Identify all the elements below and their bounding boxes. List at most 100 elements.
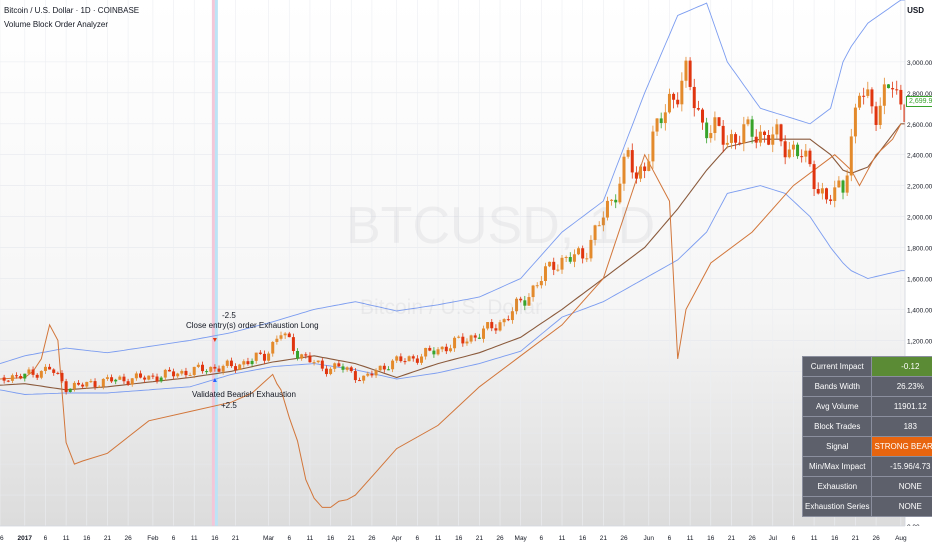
candle-body [188,375,192,377]
stats-value: 11901.12 [871,396,932,417]
candle-body [519,298,523,301]
candle-body [64,381,68,393]
candle-body [258,352,262,354]
candle-body [457,336,461,338]
candle-body [97,386,101,388]
candle-body [254,352,258,361]
candle-body [882,84,886,106]
price-tick-label: 1,800.00 [907,246,932,253]
symbol-title: Bitcoin / U.S. Dollar · 1D · COINBASE [4,6,140,15]
candle-body [250,360,254,365]
candle-body [105,377,109,379]
candle-body [775,124,779,135]
price-tick-label: 1,200.00 [907,338,932,345]
stats-key: Bands Width [801,376,873,397]
candle-body [498,322,502,331]
candle-body [618,183,622,203]
candle-body [779,124,783,142]
candle-body [180,370,184,374]
candle-body [515,298,519,312]
time-tick-label: 21 [104,535,112,542]
candle-body [147,375,151,380]
candle-body [870,89,874,107]
candle-body [820,188,824,194]
time-tick-label: Jun [644,535,655,542]
candle-body [386,369,390,371]
candle-body [213,366,217,369]
candle-body [796,144,800,157]
time-axis-background [0,526,932,550]
candle-body [333,363,337,369]
time-tick-label: 6 [416,535,420,542]
candle-body [353,371,357,381]
candle-body [858,95,862,108]
candle-body [655,118,659,132]
candle-body [486,322,490,329]
candle-body [506,319,510,321]
candle-body [853,107,857,137]
candle-body [238,364,242,370]
candle-body [234,366,238,370]
candle-body [552,261,556,270]
candle-body [35,374,39,378]
candle-body [630,150,634,173]
candle-body [304,354,308,356]
candle-body [39,370,43,378]
candle-body [382,365,386,370]
time-tick-label: 6 [540,535,544,542]
candle-body [705,122,709,139]
candle-body [217,368,221,372]
candle-body [6,380,10,382]
candle-body [341,366,345,370]
annotation-top-label: Close entry(s) order Exhaustion Long [186,321,319,330]
candle-body [469,335,473,342]
time-tick-label: 16 [579,535,587,542]
candle-body [837,180,841,188]
candle-body [663,112,667,124]
candle-body [754,136,758,143]
candle-body [758,131,762,143]
stats-value: -0.12 [871,356,932,377]
candle-body [523,300,527,306]
candle-body [692,86,696,109]
time-tick-label: 26 [496,535,504,542]
candle-body [329,368,333,375]
candle-body [767,134,771,145]
candle-body [184,370,188,376]
candle-body [134,373,138,379]
candle-body [622,156,626,184]
candle-body [72,382,76,389]
candle-body [750,119,754,137]
highlight-stripe-pink [211,0,215,526]
candle-body [291,337,295,352]
time-tick-label: 16 [211,535,219,542]
candle-body [159,377,163,382]
candle-body [490,322,494,329]
candle-body [597,225,601,227]
candle-body [659,118,663,124]
candle-body [176,373,180,377]
time-tick-label: 6 [668,535,672,542]
impact-oscillator-line [0,123,902,508]
currency-unit-label: USD [907,6,924,15]
stats-row: Avg Volume 11901.12 [801,396,932,417]
candle-body [192,366,196,376]
time-tick-label: 11 [811,535,818,542]
candle-body [465,341,469,344]
annotation-top-value: -2.5 [222,311,236,320]
candle-body [453,337,457,349]
candle-body [812,164,816,190]
stats-row: Current Impact -0.12 [801,356,932,377]
time-tick-label: 16 [831,535,839,542]
candle-body [738,142,742,144]
time-tick-label: 21 [600,535,608,542]
annotation-bottom-label: Validated Bearish Exhaustion [192,390,296,399]
candle-body [667,93,671,113]
stats-key: Current Impact [801,356,873,377]
candle-body [395,356,399,361]
candle-body [684,60,688,81]
candle-body [345,367,349,370]
candle-body [676,99,680,105]
candle-body [320,360,324,369]
